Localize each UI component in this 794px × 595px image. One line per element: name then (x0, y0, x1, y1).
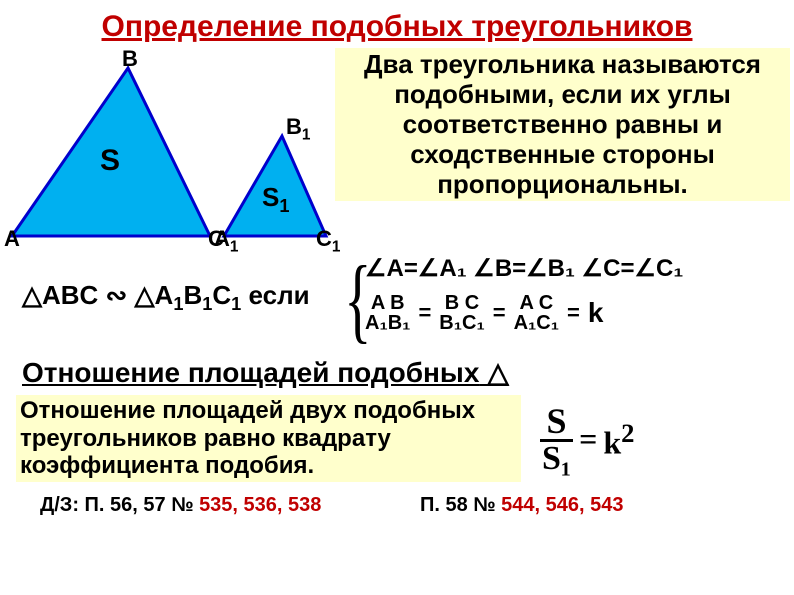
label-B1: B1 (286, 114, 310, 144)
label-A1: A1 (214, 226, 238, 256)
section-title-areas: Отношение площадей подобных △ (22, 356, 794, 389)
area-ratio-formula: S S₁ = k2 (540, 403, 634, 476)
label-B: B (122, 46, 138, 72)
fraction-S: S S₁ (540, 403, 573, 476)
label-A: A (4, 226, 20, 252)
page-title: Определение подобных треугольников (0, 0, 794, 48)
side-ratios: A B A₁B₁ = B C B₁C₁ = A C A₁C₁ = k (365, 293, 785, 333)
similarity-statement: △ABC ∾ △A1B1C1 если (22, 280, 310, 315)
label-C1: C1 (316, 226, 340, 256)
row-definition: A B C S A1 B1 C1 S1 Два треугольника наз… (0, 48, 794, 248)
homework-row: Д/З: П. 56, 57 № 535, 536, 538 П. 58 № 5… (0, 494, 794, 529)
definition-text: Два треугольника называются подобными, е… (335, 48, 790, 201)
ratio-3: A C A₁C₁ (514, 293, 559, 333)
ratio-2: B C B₁C₁ (439, 293, 484, 333)
ratio-1: A B A₁B₁ (365, 293, 410, 333)
row-conditions: △ABC ∾ △A1B1C1 если { ∠A=∠A₁ ∠B=∠B₁ ∠C=∠… (0, 254, 794, 344)
triangles-diagram: A B C S A1 B1 C1 S1 (0, 48, 330, 248)
conditions-block: ∠A=∠A₁ ∠B=∠B₁ ∠C=∠C₁ A B A₁B₁ = B C B₁C₁… (365, 254, 785, 333)
homework-right: П. 58 № 544, 546, 543 (420, 494, 624, 517)
row-areas: Отношение площадей двух подобных треугол… (0, 395, 794, 490)
area-ratio-text: Отношение площадей двух подобных треугол… (16, 395, 521, 482)
label-S: S (100, 144, 120, 178)
angles-equality: ∠A=∠A₁ ∠B=∠B₁ ∠C=∠C₁ (365, 254, 785, 283)
label-S1: S1 (262, 182, 289, 217)
coefficient-k: k (588, 297, 604, 329)
homework-left: Д/З: П. 56, 57 № 535, 536, 538 (40, 494, 321, 517)
